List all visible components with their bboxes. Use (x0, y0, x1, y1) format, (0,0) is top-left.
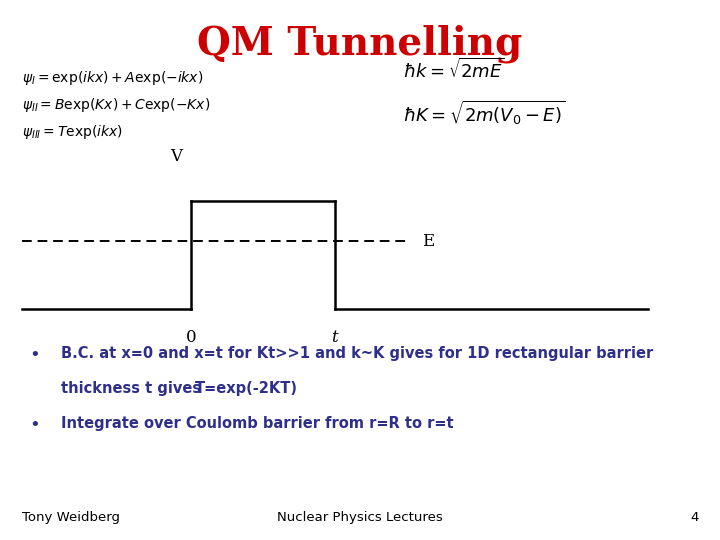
Text: $\psi_I = \exp(ikx) + A\exp(-ikx)$: $\psi_I = \exp(ikx) + A\exp(-ikx)$ (22, 69, 203, 87)
Text: •: • (29, 416, 40, 434)
Text: Nuclear Physics Lectures: Nuclear Physics Lectures (277, 511, 443, 524)
Text: •: • (29, 346, 40, 363)
Text: thickness t gives: thickness t gives (61, 381, 207, 396)
Text: $\psi_{III} = T\exp(ikx)$: $\psi_{III} = T\exp(ikx)$ (22, 123, 122, 141)
Text: QM Tunnelling: QM Tunnelling (197, 24, 523, 63)
Text: V: V (171, 148, 182, 165)
Text: B.C. at x=0 and x=t for Kt>>1 and k~K gives for 1D rectangular barrier: B.C. at x=0 and x=t for Kt>>1 and k~K gi… (61, 346, 654, 361)
Text: Tony Weidberg: Tony Weidberg (22, 511, 120, 524)
Text: $\psi_{II} = B\exp(Kx) + C\exp(-Kx)$: $\psi_{II} = B\exp(Kx) + C\exp(-Kx)$ (22, 96, 210, 114)
Text: $\hbar K = \sqrt{2m(V_0 - E)}$: $\hbar K = \sqrt{2m(V_0 - E)}$ (403, 99, 566, 127)
Text: 4: 4 (690, 511, 698, 524)
Text: Integrate over Coulomb barrier from r=R to r=t: Integrate over Coulomb barrier from r=R … (61, 416, 454, 431)
Text: T=exp(-2KT): T=exp(-2KT) (194, 381, 297, 396)
Text: t: t (331, 329, 338, 346)
Text: 0: 0 (186, 329, 196, 346)
Text: E: E (423, 233, 435, 250)
Text: $\hbar k = \sqrt{2mE}$: $\hbar k = \sqrt{2mE}$ (403, 58, 505, 82)
